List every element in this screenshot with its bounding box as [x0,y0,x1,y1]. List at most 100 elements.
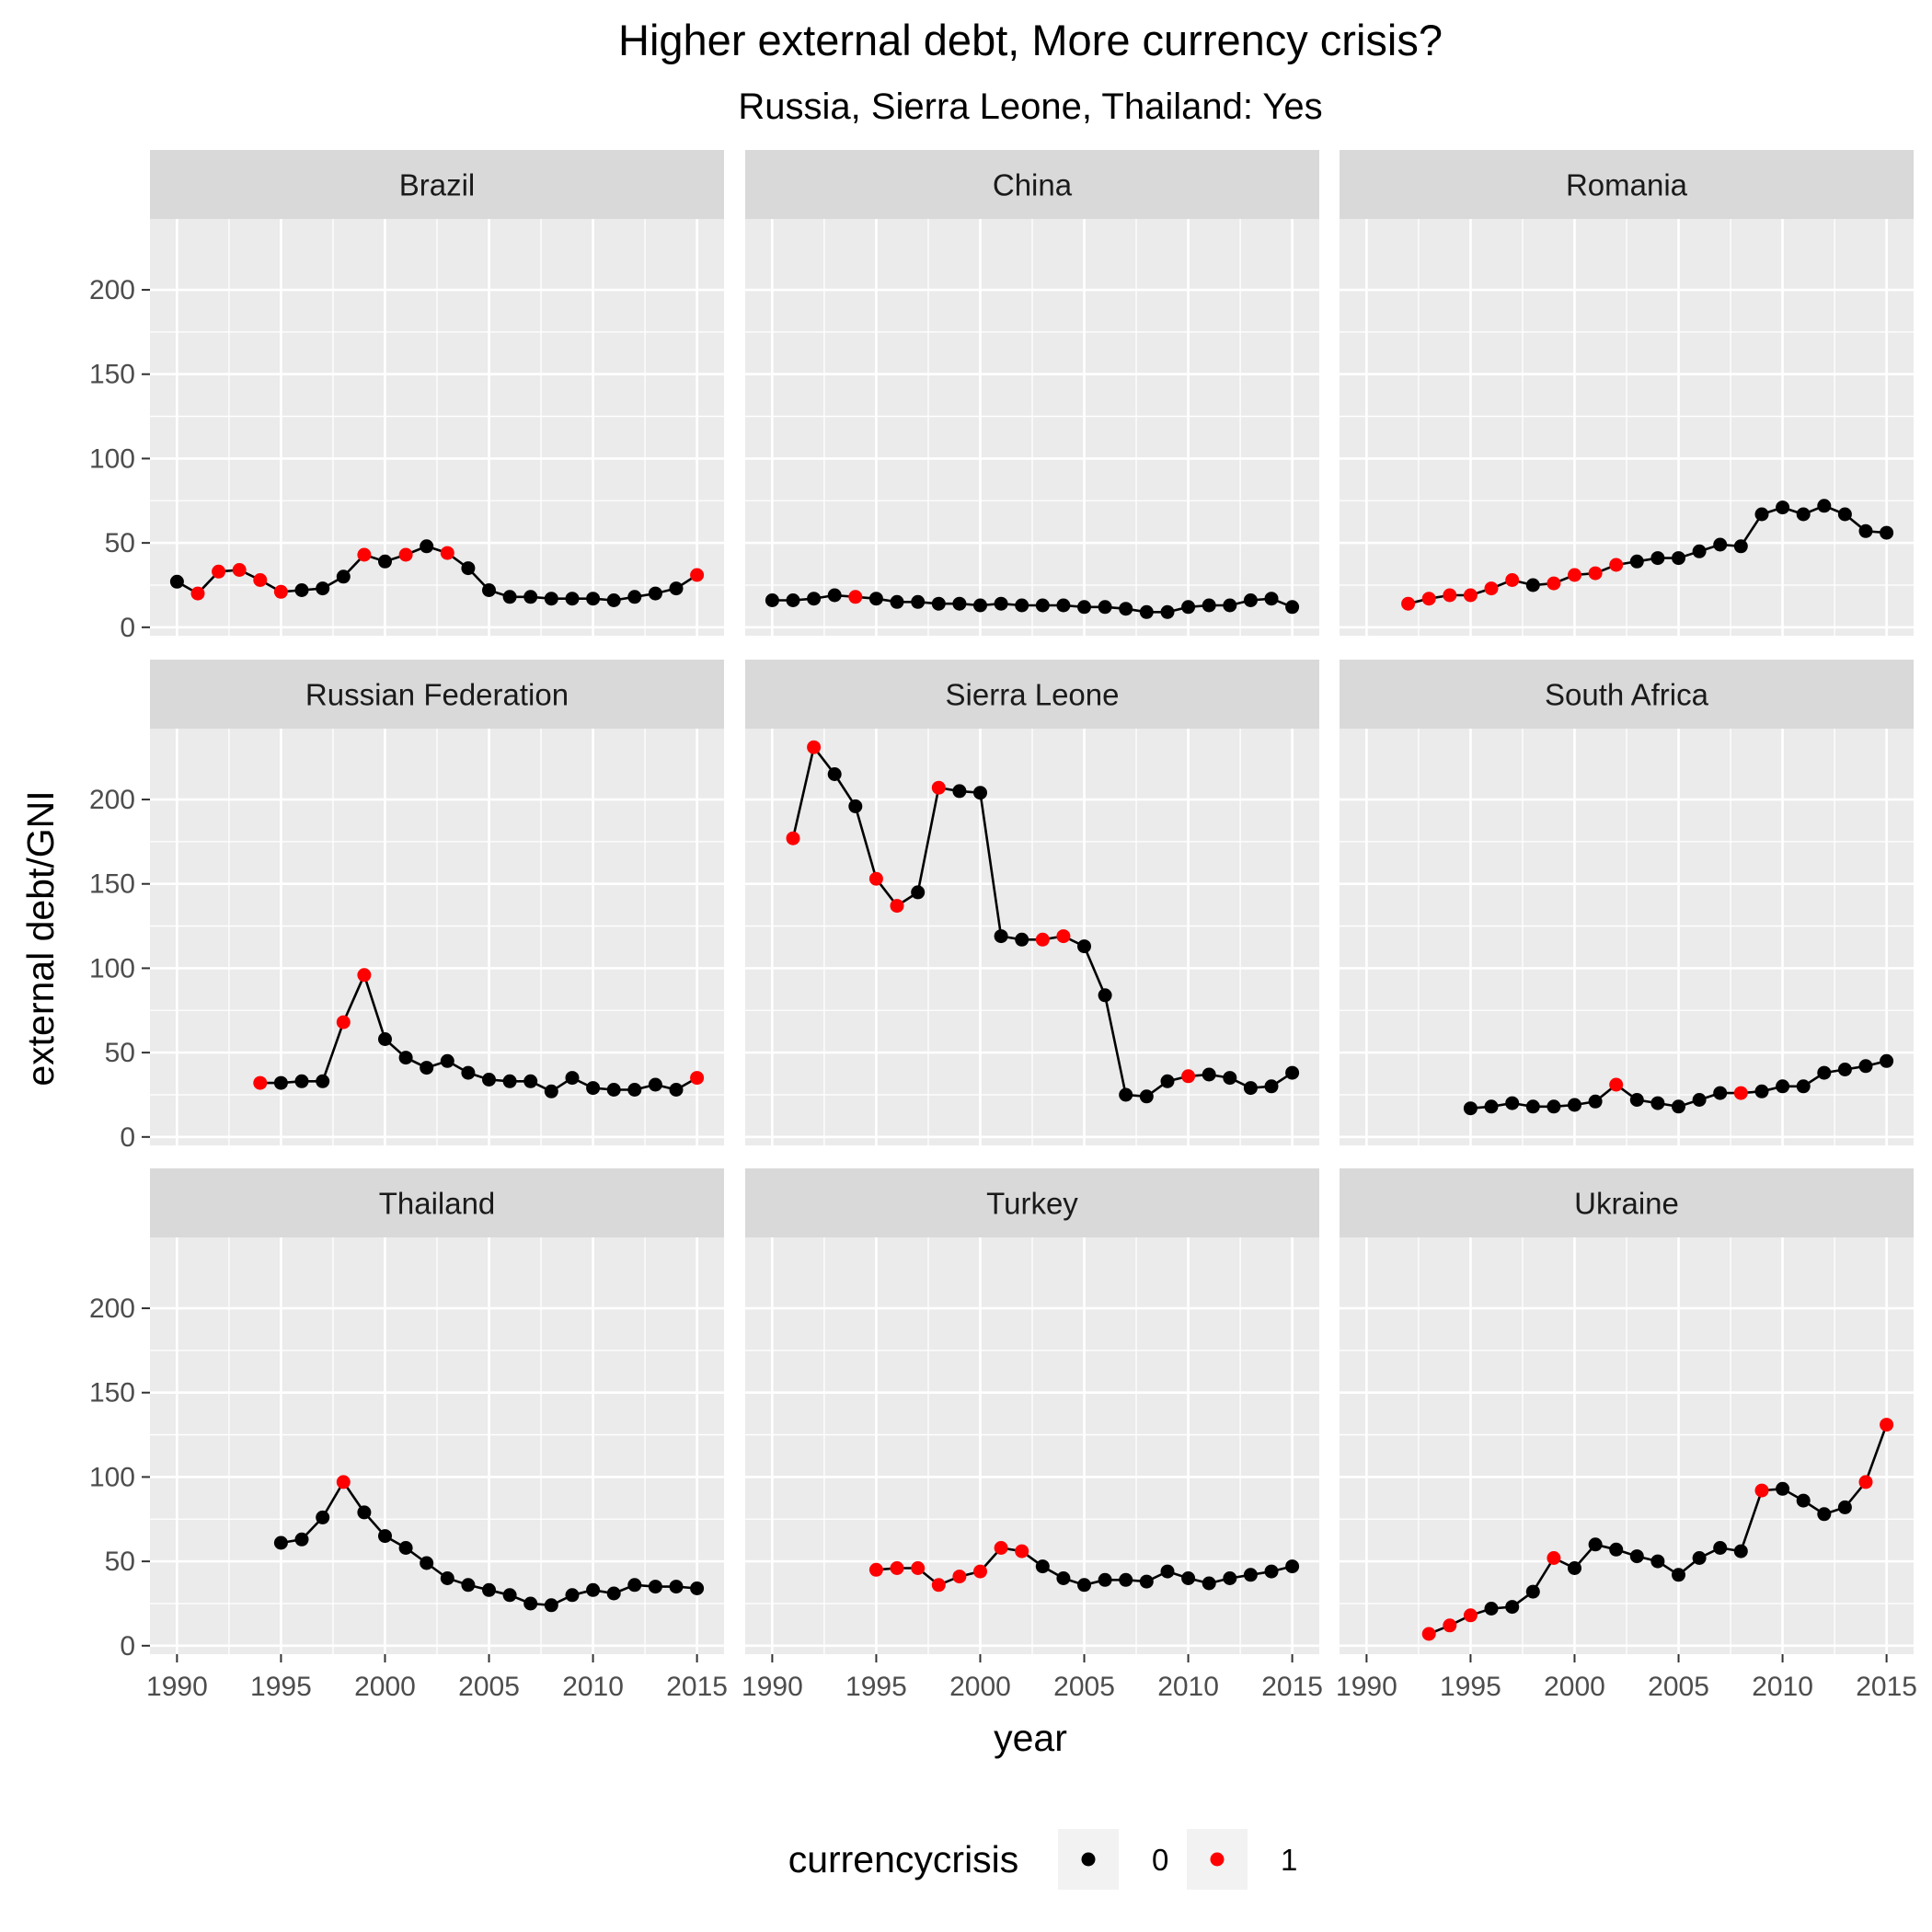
data-point [669,1083,684,1097]
data-point [690,568,705,582]
data-point [398,1541,413,1555]
data-point [1223,598,1237,613]
data-point [1443,588,1457,603]
data-point [586,1582,601,1597]
data-point [1243,1081,1258,1096]
data-point [868,1562,883,1577]
x-tick-label: 2005 [458,1672,520,1702]
facet-label: Turkey [986,1187,1078,1221]
data-point [1817,1507,1832,1522]
data-point [1139,1574,1154,1589]
data-point [994,596,1008,611]
data-point [1264,1079,1279,1094]
data-point [1837,1063,1852,1076]
data-point [606,1083,621,1097]
data-point [765,593,779,607]
data-point [890,899,904,914]
data-point [357,1505,372,1520]
data-point [848,799,863,813]
x-tick-label: 1995 [1440,1672,1501,1702]
data-point [482,1582,496,1597]
data-point [586,1081,601,1096]
data-point [482,1073,496,1087]
y-tick-label: 0 [120,1122,135,1153]
facet-china: China [745,150,1319,636]
data-point [606,593,621,607]
y-axis-tick-labels: 0 50 100 150 200 0 50 100 150 200 0 50 100 150 200 [89,275,150,1662]
data-point [648,586,662,601]
data-point [952,784,967,799]
data-point [1443,1618,1457,1633]
data-point [807,592,822,606]
data-point [627,1578,642,1593]
data-point [232,563,247,577]
data-point [1035,598,1050,613]
data-point [1401,596,1416,611]
data-point [357,968,372,983]
data-point [890,594,904,609]
y-axis-title: external debt/GNI [19,790,62,1086]
data-point [1547,1099,1561,1114]
data-point [1588,1094,1603,1109]
data-point [1035,1559,1050,1574]
data-point [420,539,434,554]
data-point [169,574,184,589]
data-point [1713,1541,1728,1555]
legend-entry-label: 0 [1152,1843,1168,1877]
data-point [1505,1096,1520,1110]
data-point [1588,566,1603,581]
data-point [336,1015,351,1029]
data-point [1463,1608,1478,1623]
y-tick-label: 100 [89,953,135,983]
data-point [1754,507,1769,522]
y-tick-label: 150 [89,1378,135,1409]
data-point [690,1071,705,1086]
y-tick-label: 200 [89,275,135,305]
data-point [1285,600,1300,615]
data-point [565,1071,580,1086]
y-tick-label: 200 [89,1294,135,1324]
data-point [1421,592,1436,606]
facet-label: Brazil [399,168,476,202]
data-point [994,929,1008,944]
data-point [523,1596,538,1611]
facet-strip [745,660,1319,729]
data-point [807,740,822,754]
data-point [1754,1084,1769,1098]
data-point [1077,1578,1091,1593]
legend-entry-0: 0 [1058,1829,1168,1890]
data-point [440,1053,454,1068]
data-point [1264,1564,1279,1579]
data-point [294,583,309,597]
facet-south-africa: South Africa [1340,660,1914,1145]
y-tick-label: 200 [89,785,135,815]
facet-thailand: Thailand [150,1168,724,1654]
x-tick-label: 1995 [250,1672,312,1702]
y-tick-label: 100 [89,1462,135,1492]
data-point [1421,1627,1436,1641]
data-point [1880,525,1894,540]
data-point [1015,1544,1029,1558]
data-point [973,598,987,613]
data-point [1119,602,1133,616]
x-tick-label: 2005 [1648,1672,1709,1702]
y-tick-label: 0 [120,613,135,643]
facet-label: Sierra Leone [946,678,1120,712]
data-point [827,588,842,603]
facet-label: China [993,168,1073,202]
facet-label: Ukraine [1574,1187,1679,1221]
data-point [440,546,454,560]
data-point [1796,1493,1811,1508]
legend-entry-1: 1 [1187,1829,1297,1890]
data-point [294,1532,309,1547]
data-point [931,780,946,795]
data-point [1285,1559,1300,1574]
data-point [627,590,642,604]
facet-strip [745,150,1319,219]
data-point [440,1571,454,1585]
x-tick-label: 1995 [845,1672,907,1702]
data-point [1776,1079,1790,1094]
facet-romania: Romania [1340,150,1914,636]
data-point [1568,1561,1581,1575]
